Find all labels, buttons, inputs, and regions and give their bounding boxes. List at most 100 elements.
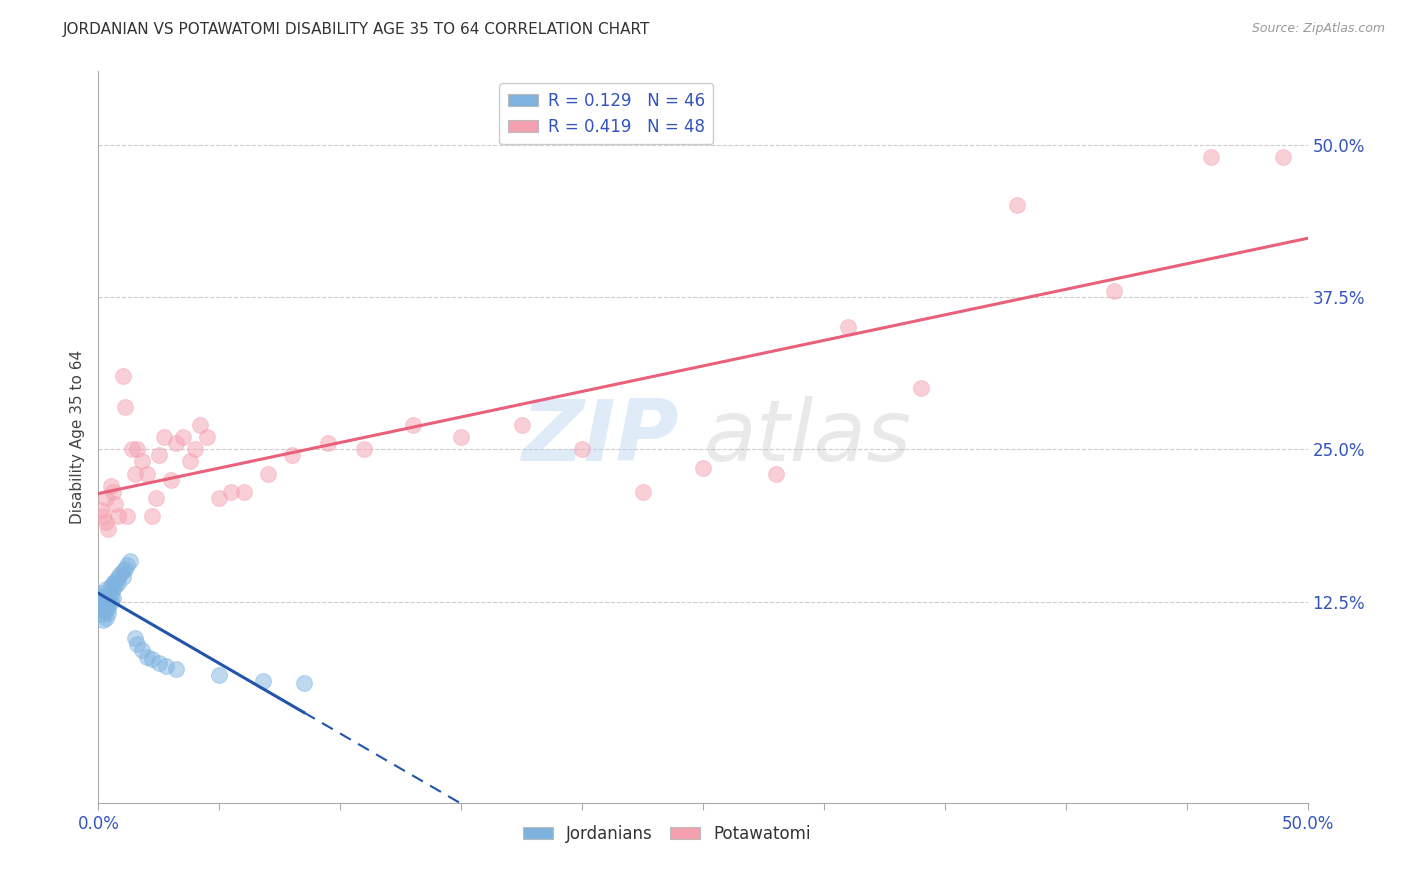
Point: [111, 369, 134, 384]
Point: [94, 599, 117, 613]
Point: [91, 586, 114, 600]
Point: [631, 485, 654, 500]
Point: [510, 417, 533, 432]
Point: [100, 579, 122, 593]
Text: JORDANIAN VS POTAWATOMI DISABILITY AGE 35 TO 64 CORRELATION CHART: JORDANIAN VS POTAWATOMI DISABILITY AGE 3…: [63, 22, 651, 37]
Point: [145, 491, 167, 505]
Point: [353, 442, 375, 457]
Point: [90, 594, 112, 608]
Y-axis label: Disability Age 35 to 64: Disability Age 35 to 64: [70, 350, 86, 524]
Point: [117, 509, 139, 524]
Point: [117, 558, 139, 573]
Point: [104, 497, 127, 511]
Point: [100, 589, 122, 603]
Point: [111, 570, 134, 584]
Point: [184, 442, 207, 457]
Point: [450, 430, 472, 444]
Text: atlas: atlas: [703, 395, 911, 479]
Point: [114, 562, 136, 576]
Point: [837, 320, 859, 334]
Point: [104, 574, 127, 588]
Point: [91, 613, 114, 627]
Point: [165, 662, 187, 676]
Point: [100, 594, 122, 608]
Point: [94, 491, 117, 505]
Point: [135, 467, 157, 481]
Point: [256, 467, 278, 481]
Point: [402, 417, 425, 432]
Point: [107, 570, 129, 584]
Point: [91, 603, 114, 617]
Point: [94, 582, 117, 597]
Point: [107, 576, 129, 591]
Point: [160, 473, 183, 487]
Point: [1102, 284, 1125, 298]
Point: [91, 600, 114, 615]
Point: [571, 442, 593, 457]
Point: [91, 607, 114, 621]
Point: [765, 467, 787, 481]
Point: [148, 656, 170, 670]
Point: [97, 594, 120, 608]
Point: [107, 509, 129, 524]
Point: [91, 594, 114, 608]
Point: [127, 442, 149, 457]
Point: [195, 430, 218, 444]
Point: [118, 554, 141, 568]
Point: [100, 479, 122, 493]
Point: [152, 430, 174, 444]
Point: [94, 516, 117, 530]
Point: [97, 589, 120, 603]
Point: [127, 637, 149, 651]
Point: [135, 649, 157, 664]
Point: [232, 485, 254, 500]
Point: [90, 591, 112, 605]
Point: [292, 676, 315, 690]
Point: [165, 436, 187, 450]
Point: [90, 503, 112, 517]
Point: [188, 417, 211, 432]
Point: [97, 606, 120, 620]
Point: [131, 643, 153, 657]
Point: [101, 485, 124, 500]
Point: [172, 430, 194, 444]
Text: ZIP: ZIP: [522, 395, 679, 479]
Point: [131, 454, 153, 468]
Point: [101, 591, 124, 605]
Point: [94, 603, 117, 617]
Point: [124, 467, 146, 481]
Point: [692, 460, 714, 475]
Point: [208, 667, 231, 681]
Point: [124, 632, 146, 646]
Point: [91, 509, 114, 524]
Point: [910, 381, 932, 395]
Point: [90, 589, 112, 603]
Point: [104, 579, 127, 593]
Point: [252, 673, 274, 688]
Point: [111, 564, 134, 578]
Point: [90, 599, 112, 613]
Text: Source: ZipAtlas.com: Source: ZipAtlas.com: [1251, 22, 1385, 36]
Point: [97, 600, 120, 615]
Point: [101, 576, 124, 591]
Point: [94, 591, 117, 605]
Point: [155, 659, 177, 673]
Legend: Jordanians, Potawatomi: Jordanians, Potawatomi: [516, 818, 817, 849]
Point: [148, 448, 170, 462]
Point: [101, 582, 124, 597]
Point: [141, 509, 163, 524]
Point: [1199, 150, 1222, 164]
Point: [179, 454, 201, 468]
Point: [208, 491, 231, 505]
Point: [1272, 150, 1295, 164]
Point: [281, 448, 304, 462]
Point: [108, 566, 131, 581]
Point: [114, 400, 136, 414]
Point: [97, 521, 120, 535]
Point: [1007, 198, 1029, 212]
Point: [316, 436, 339, 450]
Point: [121, 442, 143, 457]
Point: [94, 610, 117, 624]
Point: [221, 485, 243, 500]
Point: [141, 652, 163, 666]
